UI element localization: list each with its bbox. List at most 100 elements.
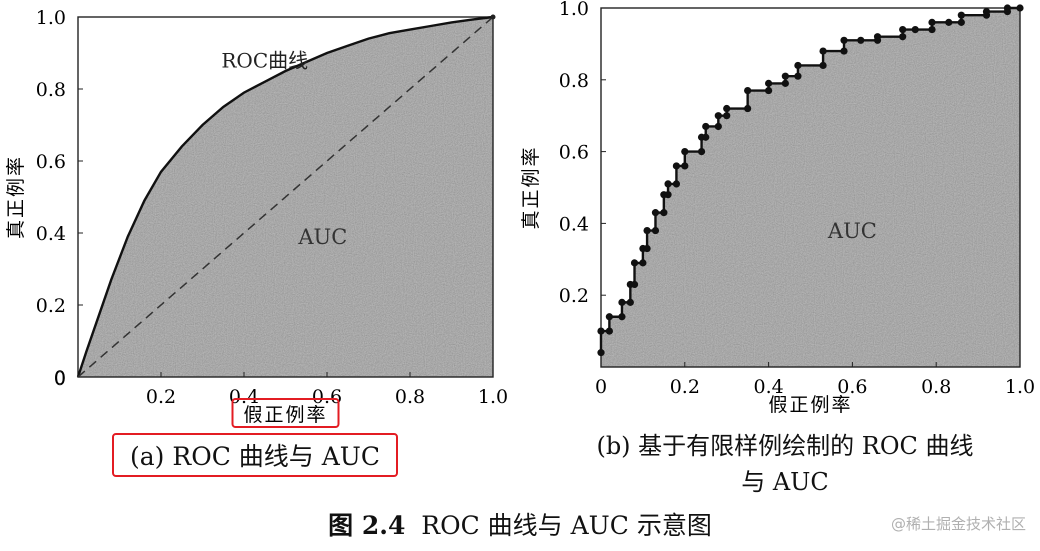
x-label-highlight-box — [231, 398, 340, 428]
figure-title: 图 2.4 ROC 曲线与 AUC 示意图 — [0, 510, 1040, 542]
roc-point-24 — [697, 148, 706, 156]
caption-b: (b) 基于有限样例绘制的 ROC 曲线 与 AUC — [560, 428, 1010, 500]
y-tick-label: 0.8 — [36, 79, 66, 101]
caption-b-line2: 与 AUC — [741, 468, 829, 496]
roc-point-5 — [618, 298, 626, 306]
roc-point-49 — [911, 25, 919, 34]
x-axis-label: 假正例率 — [768, 394, 852, 416]
roc-point-38 — [794, 72, 802, 80]
roc-point-30 — [723, 112, 731, 120]
roc-point-19 — [664, 180, 672, 188]
roc-point-6 — [626, 298, 634, 306]
x-tick-label: 0.2 — [146, 386, 176, 408]
auc-annotation: AUC — [297, 225, 347, 249]
figure-number: 图 2.4 — [328, 511, 406, 540]
roc-point-47 — [899, 33, 907, 41]
roc-point-34 — [765, 86, 773, 95]
y-tick-label: 0.2 — [36, 295, 66, 317]
y-axis-label: 真正例率 — [520, 145, 542, 229]
roc-curve-annotation: ROC曲线 — [221, 48, 308, 72]
roc-point-53 — [957, 18, 965, 26]
x-tick-label: 0 — [595, 376, 607, 398]
y-tick-label: 0.4 — [559, 213, 589, 235]
y-tick-label: 0.4 — [36, 223, 66, 245]
x-tick-label: 0.4 — [229, 386, 259, 408]
caption-b-line1: (b) 基于有限样例绘制的 ROC 曲线 — [596, 432, 974, 460]
roc-point-46 — [873, 33, 882, 41]
roc-point-31 — [723, 104, 731, 113]
curve-endpoint — [490, 14, 496, 20]
x-axis-label: 假正例率 — [243, 404, 327, 426]
auc-annotation: AUC — [827, 219, 877, 243]
roc-point-14 — [651, 226, 660, 235]
y-tick-label: 0.2 — [559, 285, 589, 307]
y-tick-label: 1.0 — [559, 0, 589, 20]
roc-point-37 — [781, 72, 789, 80]
roc-point-54 — [957, 11, 965, 19]
x-tick-label: 0.4 — [753, 376, 783, 398]
roc-point-23 — [681, 148, 689, 156]
x-tick-label: 1.0 — [1005, 376, 1035, 398]
diagonal-reference-line — [77, 16, 494, 378]
roc-point-4 — [618, 313, 626, 321]
x-tick-label: 0.6 — [837, 376, 867, 398]
roc-point-3 — [605, 313, 613, 321]
figure-title-text: ROC 曲线与 AUC 示意图 — [421, 511, 712, 540]
roc-point-13 — [643, 226, 651, 235]
roc-point-20 — [672, 180, 681, 188]
roc-point-41 — [819, 47, 827, 55]
roc-point-15 — [651, 209, 660, 217]
roc-point-39 — [794, 61, 802, 70]
y-tick-label: 0.8 — [559, 70, 589, 92]
roc-point-28 — [714, 122, 722, 131]
chart-panel-a: 0.2 0.4 0.6 0.8 1.000.20.40.60.81.00假正例率真正例率… — [5, 7, 508, 428]
roc-point-22 — [681, 162, 689, 170]
roc-point-32 — [744, 104, 752, 113]
roc-point-43 — [840, 36, 848, 44]
roc-point-59 — [1016, 4, 1024, 12]
roc-point-51 — [928, 18, 936, 26]
roc-point-12 — [643, 244, 651, 253]
x-tick-label: 0.8 — [395, 386, 425, 408]
roc-point-42 — [840, 47, 848, 55]
roc-point-58 — [1003, 4, 1012, 12]
roc-point-50 — [928, 25, 936, 34]
y-axis-label: 真正例率 — [5, 155, 27, 239]
y-tick-label: 0.6 — [36, 151, 66, 173]
roc-point-21 — [672, 162, 681, 170]
roc-point-44 — [857, 36, 865, 44]
auc-area — [601, 8, 1020, 367]
y-tick-label: 0 — [54, 367, 66, 389]
roc-point-2 — [605, 327, 613, 335]
roc-point-35 — [765, 79, 773, 87]
roc-point-10 — [639, 259, 647, 267]
roc-point-27 — [702, 122, 710, 131]
roc-point-29 — [714, 112, 722, 120]
roc-point-52 — [945, 18, 953, 26]
x-tick-label: 0.6 — [312, 386, 342, 408]
x-tick-label: 0.8 — [921, 376, 951, 398]
roc-point-1 — [597, 327, 605, 335]
watermark: @稀土掘金技术社区 — [890, 515, 1026, 533]
roc-curve — [76, 15, 494, 378]
roc-point-18 — [664, 191, 672, 199]
x-tick-label: 1.0 — [478, 386, 508, 408]
origin-label: 0 — [54, 368, 66, 390]
roc-point-33 — [744, 86, 752, 95]
roc-point-56 — [982, 7, 991, 16]
roc-point-40 — [819, 61, 827, 70]
chart-panel-b: 0 0.2 0.4 0.6 0.8 1.0 0.2 0.4 0.6 0.8 1.0 假正例率 真正例率 A… — [520, 0, 1035, 416]
caption-a: (a) ROC 曲线与 AUC — [112, 433, 398, 477]
roc-point-16 — [660, 209, 668, 217]
plot-frame — [600, 7, 1021, 368]
roc-point-8 — [630, 280, 639, 289]
y-tick-label: 1.0 — [36, 7, 66, 29]
roc-point-26 — [702, 133, 710, 141]
roc-point-36 — [781, 79, 789, 87]
roc-point-48 — [899, 25, 907, 34]
x-tick-label: 0.2 — [670, 376, 700, 398]
roc-point-9 — [630, 259, 639, 267]
y-tick-label: 0.6 — [559, 142, 589, 164]
roc-point-0 — [597, 349, 605, 357]
